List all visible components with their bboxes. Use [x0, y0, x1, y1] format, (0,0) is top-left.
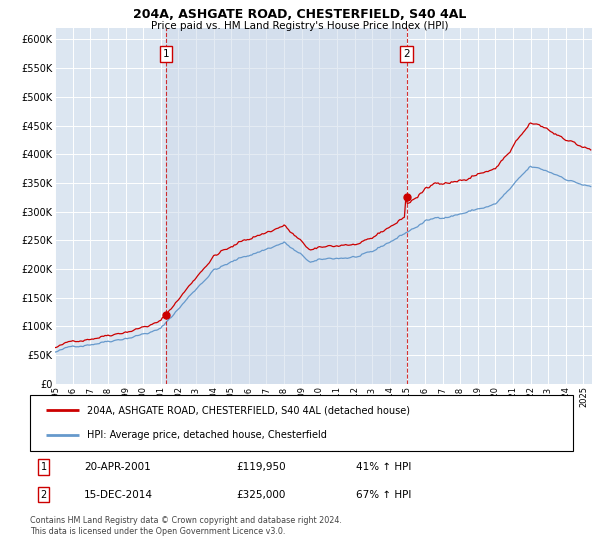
- Text: Price paid vs. HM Land Registry's House Price Index (HPI): Price paid vs. HM Land Registry's House …: [151, 21, 449, 31]
- Text: HPI: Average price, detached house, Chesterfield: HPI: Average price, detached house, Ches…: [87, 430, 327, 440]
- Text: 67% ↑ HPI: 67% ↑ HPI: [356, 490, 411, 500]
- Text: £325,000: £325,000: [236, 490, 286, 500]
- Text: 1: 1: [163, 49, 169, 59]
- Text: Contains HM Land Registry data © Crown copyright and database right 2024.
This d: Contains HM Land Registry data © Crown c…: [30, 516, 342, 536]
- Text: 2: 2: [40, 490, 47, 500]
- Text: 20-APR-2001: 20-APR-2001: [85, 462, 151, 472]
- Bar: [166, 28, 407, 384]
- Text: 204A, ASHGATE ROAD, CHESTERFIELD, S40 4AL: 204A, ASHGATE ROAD, CHESTERFIELD, S40 4A…: [133, 8, 467, 21]
- Text: 1: 1: [41, 462, 47, 472]
- Text: 204A, ASHGATE ROAD, CHESTERFIELD, S40 4AL (detached house): 204A, ASHGATE ROAD, CHESTERFIELD, S40 4A…: [87, 405, 410, 416]
- Text: 41% ↑ HPI: 41% ↑ HPI: [356, 462, 411, 472]
- Text: £119,950: £119,950: [236, 462, 286, 472]
- Text: 15-DEC-2014: 15-DEC-2014: [85, 490, 154, 500]
- Text: 2: 2: [403, 49, 410, 59]
